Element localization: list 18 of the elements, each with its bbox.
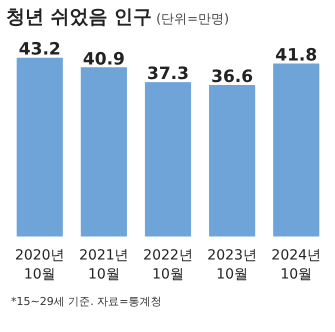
data-label: 41.8 — [275, 46, 318, 66]
x-tick-label: 2024년 10월 — [271, 248, 322, 283]
bar — [80, 67, 127, 236]
text: *15~29세 기준. 자료=통계청 — [11, 294, 162, 310]
bar — [273, 64, 320, 236]
data-label: 40.9 — [82, 49, 125, 70]
bar — [144, 82, 192, 236]
x-tick-label: 2020년 10월 — [14, 248, 65, 283]
x-tick-label: 2023년 10월 — [207, 248, 257, 283]
bar — [209, 85, 256, 236]
data-label: 36.6 — [211, 67, 254, 88]
x-tick-label: 2021년 10월 — [79, 248, 129, 283]
data-label: 43.2 — [18, 40, 61, 60]
chart-title: 청년 쉬었음 인구 — [6, 6, 152, 28]
data-label: 37.3 — [147, 64, 189, 84]
bar — [16, 58, 63, 236]
chart-subtitle: (단위=만명) — [156, 12, 230, 27]
x-tick-label: 2022년 10월 — [143, 248, 193, 283]
